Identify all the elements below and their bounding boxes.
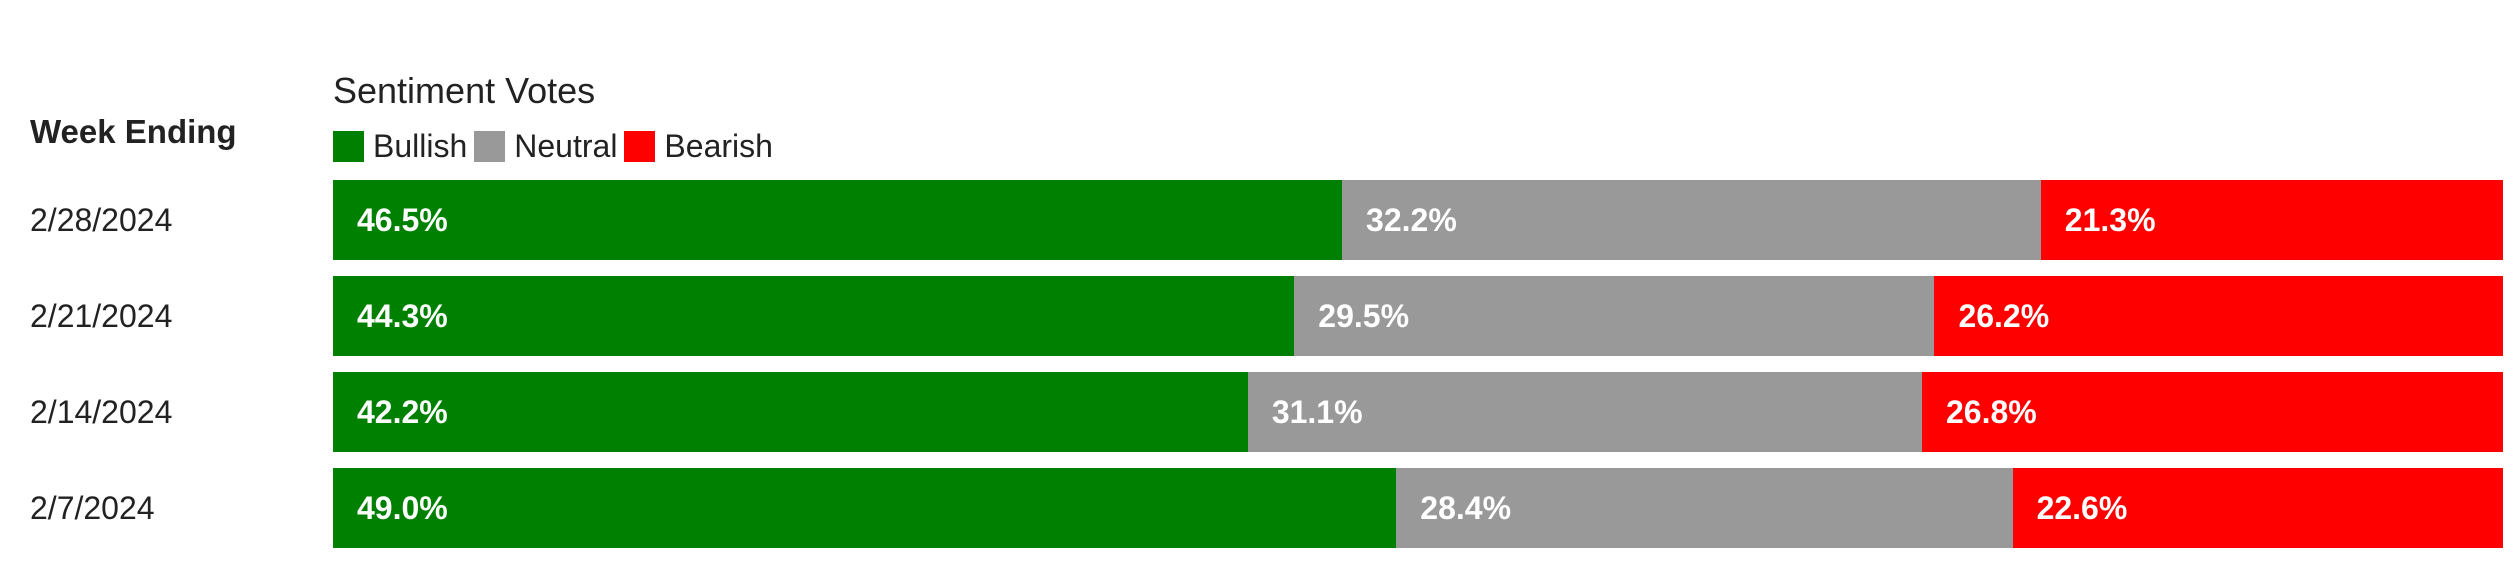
legend-swatch-neutral (474, 130, 506, 162)
stacked-bar: 42.2% 31.1% 26.8% (333, 372, 2503, 452)
stacked-bar: 46.5% 32.2% 21.3% (333, 180, 2503, 260)
data-label: 46.5% (357, 202, 448, 238)
legend-item-neutral: Neutral (474, 128, 617, 165)
bar-segment-bullish: 44.3% (333, 276, 1295, 356)
data-label: 44.3% (357, 298, 448, 334)
legend: Bullish Neutral Bearish (333, 126, 780, 166)
bar-segment-bearish: 26.8% (1922, 372, 2503, 452)
row-label: 2/28/2024 (30, 202, 173, 238)
bar-segment-bearish: 26.2% (1934, 276, 2503, 356)
bar-segment-bearish: 22.6% (2012, 468, 2503, 548)
stacked-bar: 49.0% 28.4% 22.6% (333, 468, 2503, 548)
legend-swatch-bearish (624, 130, 656, 162)
data-label: 22.6% (2036, 490, 2128, 526)
data-label: 31.1% (1271, 394, 1363, 430)
week-ending-header: Week Ending (30, 113, 237, 150)
row-label: 2/21/2024 (30, 298, 173, 334)
chart-title: Sentiment Votes (333, 70, 596, 111)
bar-segment-bearish: 21.3% (2040, 180, 2503, 260)
data-label: 26.8% (1946, 394, 2037, 430)
bar-segment-neutral: 31.1% (1247, 372, 1922, 452)
bar-segment-neutral: 32.2% (1342, 180, 2041, 260)
stacked-bar: 44.3% 29.5% 26.2% (333, 276, 2503, 356)
data-label: 21.3% (2064, 202, 2156, 238)
legend-item-bearish: Bearish (624, 128, 773, 165)
row-label: 2/14/2024 (30, 394, 173, 430)
data-label: 49.0% (357, 490, 448, 526)
bar-segment-bullish: 49.0% (333, 468, 1397, 548)
bar-segment-neutral: 29.5% (1294, 276, 1935, 356)
data-label: 26.2% (1958, 298, 2050, 334)
legend-item-bullish: Bullish (333, 128, 467, 165)
bar-segment-neutral: 28.4% (1396, 468, 2013, 548)
data-label: 29.5% (1318, 298, 1410, 334)
legend-label-bullish: Bullish (373, 127, 468, 164)
data-label: 28.4% (1420, 490, 1512, 526)
data-label: 42.2% (357, 394, 448, 430)
data-label: 32.2% (1366, 202, 1457, 238)
legend-label-neutral: Neutral (514, 127, 618, 164)
legend-label-bearish: Bearish (664, 127, 773, 164)
bar-segment-bullish: 46.5% (333, 180, 1343, 260)
bar-segment-bullish: 42.2% (333, 372, 1248, 452)
legend-swatch-bullish (333, 130, 364, 162)
row-label: 2/7/2024 (30, 490, 155, 526)
